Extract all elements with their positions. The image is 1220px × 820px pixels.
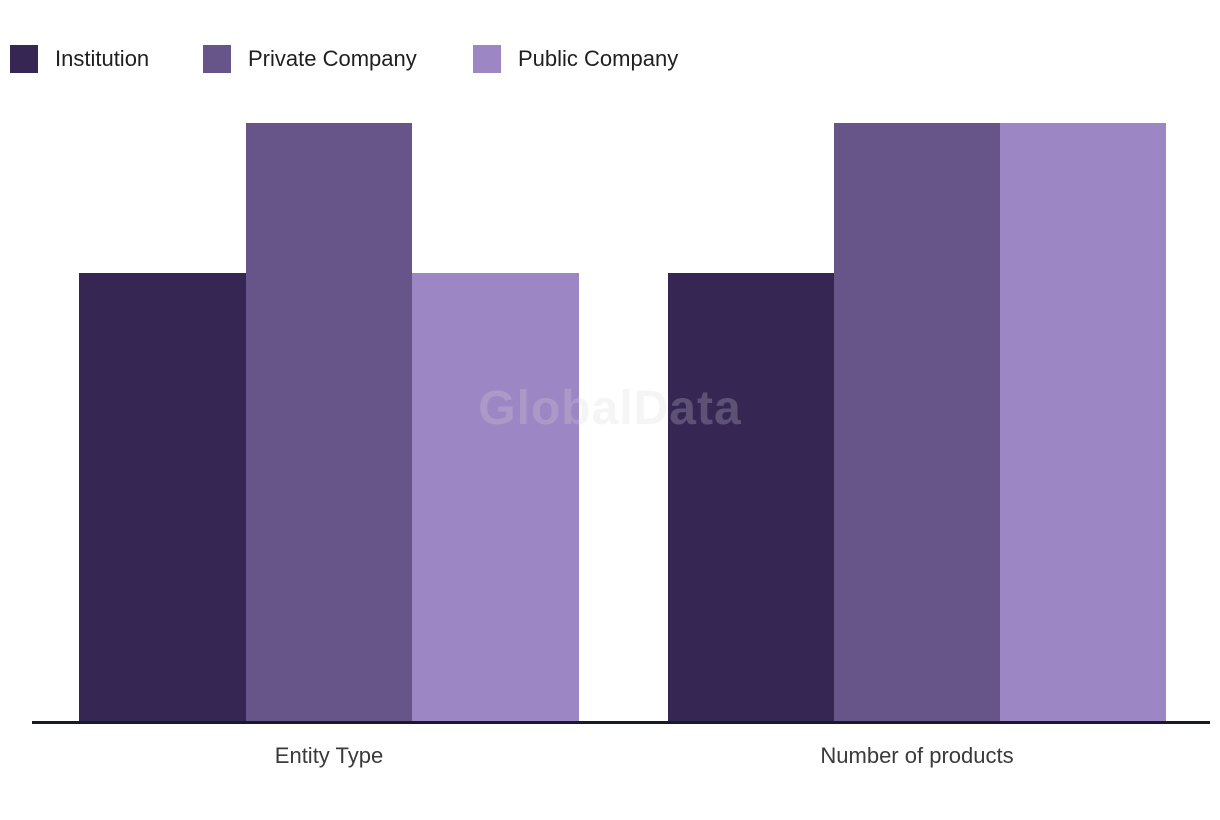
- legend-swatch-private-company: [203, 45, 231, 73]
- legend-swatch-institution: [10, 45, 38, 73]
- legend-item-public-company[interactable]: Public Company: [473, 45, 678, 73]
- bar-institution-number-of-products: [668, 273, 834, 722]
- x-axis-label-number-of-products: Number of products: [820, 743, 1014, 768]
- legend-label-private-company: Private Company: [248, 46, 417, 71]
- bar-institution-entity-type: [79, 273, 246, 722]
- x-axis-label-entity-type: Entity Type: [274, 743, 384, 768]
- legend-item-institution[interactable]: Institution: [10, 45, 149, 73]
- legend-item-private-company[interactable]: Private Company: [203, 45, 417, 73]
- bar-public-company-number-of-products: [1000, 123, 1166, 722]
- bar-private-company-entity-type: [246, 123, 412, 722]
- bar-public-company-entity-type: [412, 273, 579, 722]
- bar-private-company-number-of-products: [834, 123, 1000, 722]
- legend-label-institution: Institution: [55, 46, 150, 71]
- legend-label-public-company: Public Company: [518, 46, 679, 71]
- x-axis-line: [32, 721, 1210, 724]
- legend-swatch-public-company: [473, 45, 501, 73]
